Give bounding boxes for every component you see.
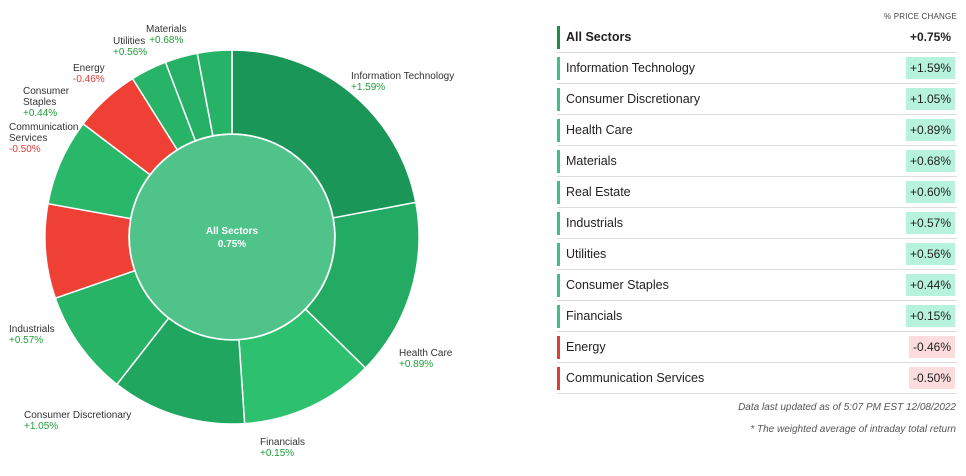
price-change-value: +0.56% — [905, 243, 955, 265]
table-row-all-sectors[interactable]: All Sectors +0.75% — [557, 22, 957, 53]
price-change-value: +0.89% — [905, 119, 955, 141]
price-change-value: -0.50% — [908, 367, 955, 389]
row-indicator-bar — [557, 274, 560, 297]
sector-name: Financials — [566, 309, 623, 323]
label-health-care: Health Care +0.89% — [399, 348, 453, 370]
row-indicator-bar — [557, 305, 560, 328]
sector-name: Consumer Staples — [566, 278, 669, 292]
sector-name: All Sectors — [566, 30, 632, 44]
price-change-value: +0.75% — [909, 30, 951, 44]
price-change-value: +0.68% — [905, 150, 955, 172]
sector-name: Industrials — [566, 216, 623, 230]
donut-slice-information-technology[interactable] — [231, 49, 417, 219]
data-updated-note: Data last updated as of 5:07 PM EST 12/0… — [738, 402, 956, 413]
label-financials: Financials +0.15% — [260, 437, 306, 459]
row-indicator-bar — [557, 150, 560, 173]
sector-name: Real Estate — [566, 185, 631, 199]
sector-name: Energy — [566, 340, 606, 354]
donut-center — [130, 135, 334, 339]
table-row[interactable]: Health Care +0.89% — [557, 115, 957, 146]
table-row[interactable]: Consumer Staples +0.44% — [557, 270, 957, 301]
price-change-value: -0.46% — [908, 336, 955, 358]
donut-slice-real-estate[interactable] — [196, 49, 233, 137]
center-title: All Sectors — [206, 226, 259, 237]
table-row[interactable]: Industrials +0.57% — [557, 208, 957, 239]
price-change-value: +0.60% — [905, 181, 955, 203]
column-header-price-change: % PRICE CHANGE — [883, 12, 957, 21]
label-consumer-discretionary: Consumer Discretionary +1.05% — [24, 410, 132, 432]
row-indicator-bar — [557, 88, 560, 111]
price-change-value: +0.57% — [905, 212, 955, 234]
sector-performance-table: % PRICE CHANGE All Sectors +0.75% Informat… — [557, 0, 957, 394]
row-indicator-bar — [557, 26, 560, 49]
row-indicator-bar — [557, 336, 560, 359]
price-change-value: +0.15% — [905, 305, 955, 327]
price-change-value: +0.44% — [905, 274, 955, 296]
row-indicator-bar — [557, 212, 560, 235]
table-row[interactable]: Real Estate +0.60% — [557, 177, 957, 208]
sector-name: Communication Services — [566, 371, 705, 385]
table-row[interactable]: Communication Services -0.50% — [557, 363, 957, 394]
row-indicator-bar — [557, 119, 560, 142]
sector-name: Materials — [566, 154, 617, 168]
price-change-value: +1.05% — [905, 88, 955, 110]
table-row[interactable]: Utilities +0.56% — [557, 239, 957, 270]
table-row[interactable]: Materials +0.68% — [557, 146, 957, 177]
donut-svg: All Sectors 0.75% — [44, 49, 420, 425]
sector-donut-chart: All Sectors 0.75% Information Technology +… — [9, 24, 455, 459]
table-row[interactable]: Financials +0.15% — [557, 301, 957, 332]
table-row[interactable]: Energy -0.46% — [557, 332, 957, 363]
table-body: All Sectors +0.75% Information Technology +… — [557, 22, 957, 394]
label-utilities: Utilities +0.56% — [113, 36, 148, 58]
label-communication-services: Communication Services -0.50% — [9, 122, 79, 155]
sector-name: Health Care — [566, 123, 633, 137]
weighted-average-note: * The weighted average of intraday total… — [750, 424, 956, 435]
label-energy: Energy -0.46% — [73, 63, 105, 85]
row-indicator-bar — [557, 57, 560, 80]
label-information-technology: Information Technology +1.59% — [351, 71, 455, 93]
table-row[interactable]: Consumer Discretionary +1.05% — [557, 84, 957, 115]
sector-name: Information Technology — [566, 61, 696, 75]
label-consumer-staples: Consumer Staples +0.44% — [23, 86, 70, 119]
label-industrials: Industrials +0.57% — [9, 324, 55, 346]
table-row[interactable]: Information Technology +1.59% — [557, 53, 957, 84]
price-change-value: +1.59% — [905, 57, 955, 79]
sector-name: Utilities — [566, 247, 607, 261]
label-materials: Materials +0.68% — [146, 24, 187, 46]
row-indicator-bar — [557, 367, 560, 390]
sector-name: Consumer Discretionary — [566, 92, 701, 106]
center-value: 0.75% — [218, 239, 246, 250]
row-indicator-bar — [557, 181, 560, 204]
row-indicator-bar — [557, 243, 560, 266]
